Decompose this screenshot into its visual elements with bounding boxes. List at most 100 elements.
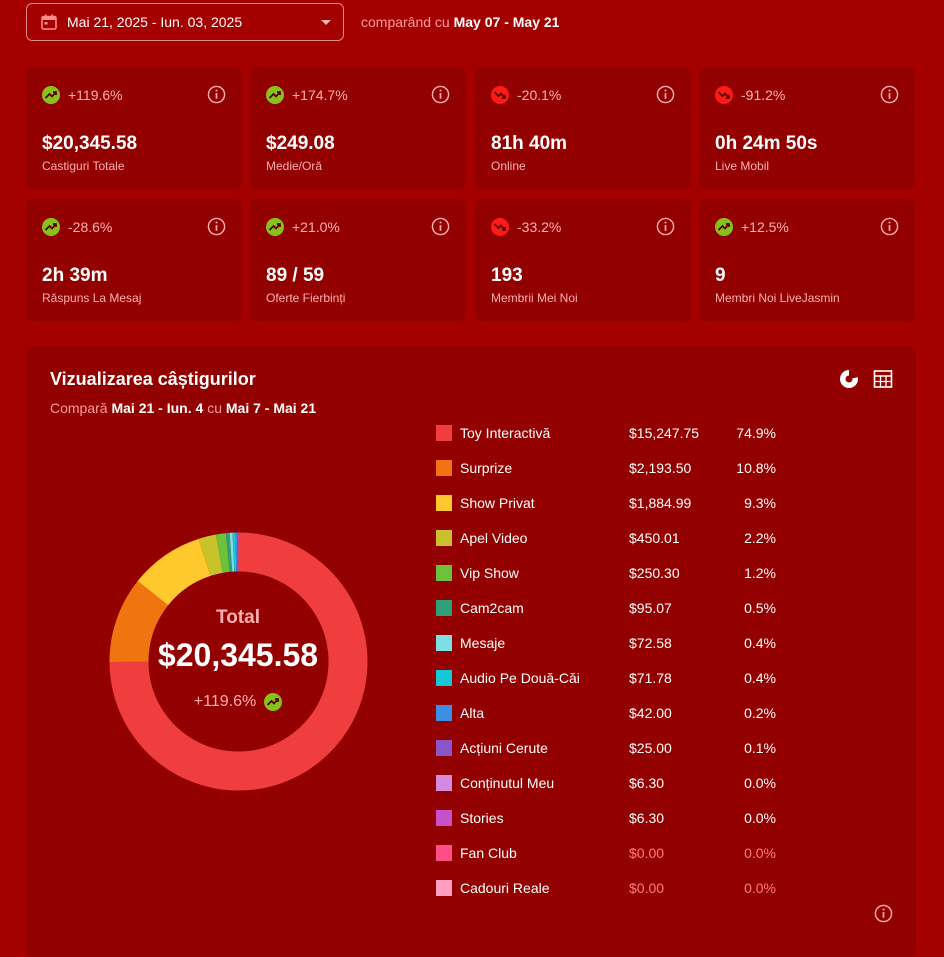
- donut-center-value: $20,345.58: [138, 637, 338, 674]
- table-icon[interactable]: [873, 369, 893, 389]
- legend-percent: 0.0%: [686, 810, 776, 826]
- legend-category: Cam2cam: [460, 600, 524, 616]
- info-icon[interactable]: [656, 217, 675, 236]
- info-icon[interactable]: [880, 85, 899, 104]
- info-icon[interactable]: [880, 217, 899, 236]
- earnings-compare: Compară Mai 21 - Iun. 4 cu Mai 7 - Mai 2…: [50, 400, 316, 416]
- trend-down-icon: [491, 86, 509, 104]
- metric-value: 193: [491, 265, 523, 287]
- legend-amount: $6.30: [629, 775, 664, 791]
- trend-up-icon: [266, 218, 284, 236]
- legend-percent: 0.5%: [686, 600, 776, 616]
- legend-percent: 1.2%: [686, 565, 776, 581]
- legend-swatch: [436, 740, 452, 756]
- earnings-panel: Vizualizarea câștigurilor Compară Mai 21…: [26, 347, 916, 957]
- trend-down-icon: [491, 218, 509, 236]
- metric-value: $20,345.58: [42, 133, 137, 155]
- legend-row: Cam2cam $95.07 0.5%: [436, 597, 786, 632]
- metric-change-value: -28.6%: [68, 219, 112, 235]
- legend-amount: $6.30: [629, 810, 664, 826]
- metric-change-value: +12.5%: [741, 219, 789, 235]
- legend-category: Stories: [460, 810, 504, 826]
- metric-value: 0h 24m 50s: [715, 133, 817, 155]
- metric-value: 81h 40m: [491, 133, 567, 155]
- trend-up-icon: [264, 693, 282, 711]
- compare-range-b: Mai 7 - Mai 21: [226, 400, 316, 416]
- info-icon[interactable]: [431, 85, 450, 104]
- donut-center-change: +119.6%: [158, 693, 318, 711]
- date-range-value: Mai 21, 2025 - Iun. 03, 2025: [67, 14, 321, 30]
- legend-percent: 0.0%: [686, 845, 776, 861]
- metric-value: 89 / 59: [266, 265, 324, 287]
- legend-percent: 0.0%: [686, 880, 776, 896]
- legend-swatch: [436, 425, 452, 441]
- legend-swatch: [436, 460, 452, 476]
- metric-change: +119.6%: [42, 86, 123, 104]
- metric-label: Medie/Oră: [266, 159, 322, 173]
- legend-amount: $250.30: [629, 565, 680, 581]
- info-icon[interactable]: [656, 85, 675, 104]
- metric-value: $249.08: [266, 133, 335, 155]
- legend-percent: 0.1%: [686, 740, 776, 756]
- legend-percent: 0.0%: [686, 775, 776, 791]
- info-icon[interactable]: [207, 217, 226, 236]
- metric-change-value: +119.6%: [68, 87, 123, 103]
- legend-swatch: [436, 565, 452, 581]
- info-icon[interactable]: [874, 904, 893, 923]
- metric-label: Live Mobil: [715, 159, 769, 173]
- compare-cu: cu: [207, 400, 222, 416]
- trend-up-icon: [42, 218, 60, 236]
- date-range-picker[interactable]: Mai 21, 2025 - Iun. 03, 2025: [26, 3, 344, 41]
- earnings-title: Vizualizarea câștigurilor: [50, 369, 256, 390]
- metric-change-value: -91.2%: [741, 87, 785, 103]
- legend-category: Conținutul Meu: [460, 775, 554, 791]
- info-icon[interactable]: [207, 85, 226, 104]
- chevron-down-icon: [321, 20, 331, 25]
- legend-percent: 2.2%: [686, 530, 776, 546]
- comparison-range: comparând cu May 07 - May 21: [361, 14, 559, 30]
- legend-swatch: [436, 530, 452, 546]
- legend-swatch: [436, 600, 452, 616]
- pie-chart-icon[interactable]: [839, 369, 859, 389]
- legend-row: Conținutul Meu $6.30 0.0%: [436, 772, 786, 807]
- legend-category: Toy Interactivă: [460, 425, 550, 441]
- trend-down-icon: [715, 86, 733, 104]
- legend-amount: $2,193.50: [629, 460, 691, 476]
- donut-center-label: Total: [158, 607, 318, 629]
- legend-swatch: [436, 845, 452, 861]
- legend-percent: 0.2%: [686, 705, 776, 721]
- metric-label: Răspuns La Mesaj: [42, 291, 141, 305]
- legend-amount: $450.01: [629, 530, 680, 546]
- donut-center-change-value: +119.6%: [194, 693, 256, 711]
- metric-change: +12.5%: [715, 218, 789, 236]
- info-icon[interactable]: [431, 217, 450, 236]
- trend-up-icon: [715, 218, 733, 236]
- legend-amount: $95.07: [629, 600, 672, 616]
- metric-change-value: +21.0%: [292, 219, 340, 235]
- metric-change: -20.1%: [491, 86, 561, 104]
- legend-swatch: [436, 775, 452, 791]
- metric-value: 9: [715, 265, 726, 287]
- metric-label: Online: [491, 159, 526, 173]
- legend-category: Show Privat: [460, 495, 535, 511]
- compare-range-a: Mai 21 - Iun. 4: [111, 400, 203, 416]
- metric-card: -20.1% 81h 40m Online: [475, 67, 691, 189]
- legend-swatch: [436, 635, 452, 651]
- legend-swatch: [436, 670, 452, 686]
- legend-category: Alta: [460, 705, 484, 721]
- legend-amount: $0.00: [629, 845, 664, 861]
- trend-up-icon: [42, 86, 60, 104]
